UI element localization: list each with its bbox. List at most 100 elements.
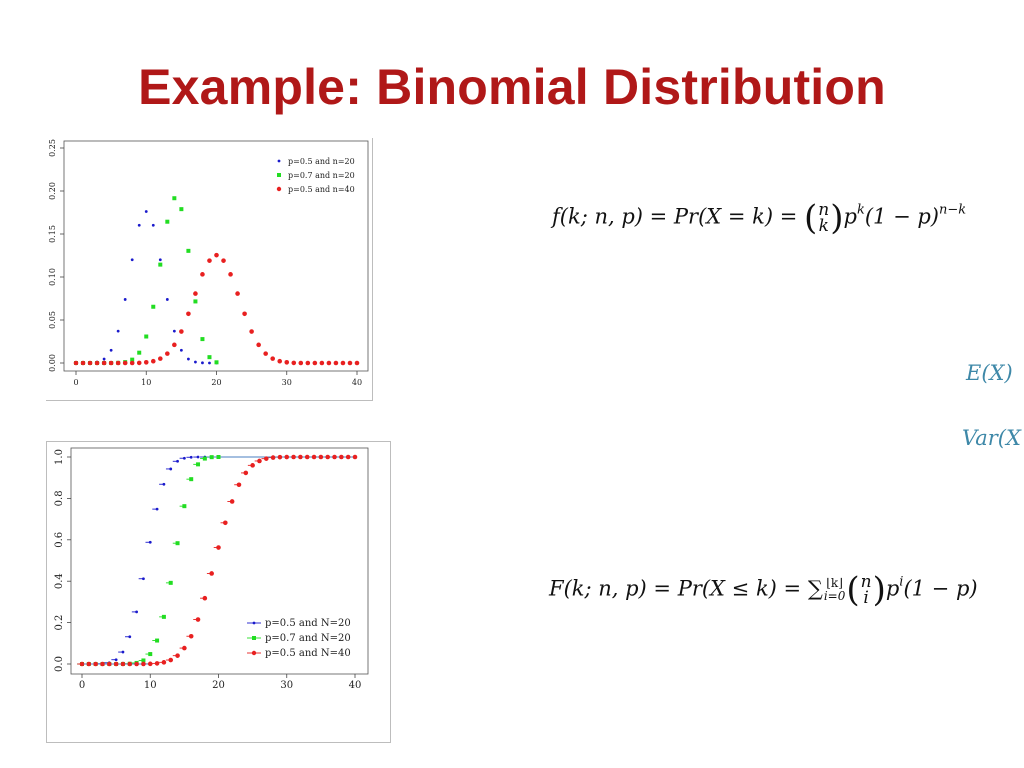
data-point (298, 454, 303, 460)
data-point (158, 258, 162, 262)
data-point (189, 477, 194, 482)
data-point (200, 272, 205, 277)
data-point (182, 456, 186, 460)
pmf-formula-lhs: f(k; n, p) = Pr(X = k) = (552, 204, 805, 229)
data-point (242, 311, 247, 317)
data-point (214, 360, 219, 365)
data-point (168, 580, 173, 585)
y-tick-label: 0.6 (54, 532, 65, 548)
x-tick-label: 40 (349, 680, 362, 691)
data-point (150, 358, 156, 364)
data-point (235, 291, 240, 296)
data-point (298, 360, 304, 366)
cdf-binom-top: n (860, 572, 872, 592)
data-point (102, 357, 106, 361)
data-point (187, 357, 190, 361)
data-point (144, 334, 149, 339)
data-point (94, 360, 100, 366)
data-point (186, 248, 191, 253)
cdf-chart-svg: 0 10 20 30 40 0.0 0.2 0.4 0.6 0.8 1.0 p=0.5 and N=2… (54, 447, 369, 691)
data-point (284, 454, 290, 460)
data-point (122, 360, 128, 366)
data-point (115, 360, 121, 366)
x-tick-label: 0 (79, 680, 85, 691)
y-tick-label: 0.10 (48, 268, 57, 286)
y-tick-label: 0.4 (54, 573, 65, 589)
data-point (107, 661, 112, 667)
data-point (151, 223, 155, 227)
data-point (80, 360, 86, 366)
data-point (200, 337, 205, 342)
data-point (256, 342, 261, 348)
y-tick-label: 0.15 (48, 225, 57, 243)
data-point (148, 652, 153, 657)
data-point (207, 355, 212, 360)
pmf-chart: 0 10 20 30 40 0.00 0.05 0.10 0.15 0.20 0.25 p=0.5 a… (46, 138, 373, 401)
variance-formula: Var(X (962, 426, 1021, 450)
x-tick-label: 30 (280, 680, 293, 691)
cdf-sum-limits: ⌊k⌋ i=0 (824, 577, 846, 603)
data-point (155, 507, 159, 511)
data-point (257, 458, 262, 464)
data-point (263, 456, 269, 461)
pmf-binom-bottom: k (818, 216, 829, 236)
cdf-formula-tail: (1 − p) (903, 576, 978, 601)
legend-label: p=0.5 and N=20 (265, 618, 351, 629)
pmf-formula: f(k; n, p) = Pr(X = k) = (n k)pk(1 − p)n−… (552, 198, 966, 238)
data-point (113, 661, 119, 667)
legend-marker (251, 650, 257, 656)
pmf-formula-tail-exp: n−k (939, 202, 967, 218)
data-point (127, 661, 133, 667)
data-point (151, 304, 156, 309)
data-point (142, 577, 145, 581)
legend-marker (252, 621, 256, 625)
x-tick-label: 20 (211, 378, 221, 387)
legend-label: p=0.5 and n=40 (288, 185, 355, 194)
data-point (182, 504, 187, 509)
y-tick-label: 0.2 (54, 615, 65, 631)
data-point (319, 360, 325, 366)
data-point (179, 207, 184, 212)
data-point (195, 617, 201, 622)
data-point (135, 610, 138, 614)
data-point (193, 299, 198, 304)
data-point (148, 540, 152, 544)
legend-marker (277, 159, 281, 163)
cdf-formula: F(k; n, p) = Pr(X ≤ k) = ∑ ⌊k⌋ i=0(n i)pi(1… (549, 570, 978, 610)
data-point (130, 258, 134, 262)
data-point (333, 360, 339, 366)
y-tick-label: 0.00 (48, 354, 57, 372)
data-point (114, 658, 118, 662)
data-point (165, 219, 170, 224)
data-point (312, 360, 318, 366)
data-point (193, 291, 198, 296)
legend-label: p=0.7 and n=20 (288, 171, 355, 180)
data-point (186, 311, 191, 317)
data-point (270, 356, 275, 361)
data-point (129, 360, 135, 366)
data-point (128, 635, 132, 639)
data-point (73, 360, 79, 366)
data-point (354, 360, 360, 366)
data-point (158, 262, 163, 267)
data-point (168, 657, 174, 663)
data-point (176, 459, 179, 463)
data-point (169, 467, 173, 471)
data-point (121, 650, 125, 654)
paren-close: ) (830, 198, 844, 238)
data-point (304, 454, 310, 460)
data-point (209, 571, 214, 576)
data-point (172, 329, 176, 333)
data-point (263, 351, 268, 356)
data-point (79, 661, 85, 667)
data-point (175, 653, 180, 658)
data-point (136, 360, 142, 366)
legend-label: p=0.7 and N=20 (265, 633, 351, 644)
data-point (221, 258, 226, 263)
data-point (172, 342, 177, 348)
data-point (229, 499, 235, 504)
pmf-binom-top: n (818, 200, 830, 220)
data-point (165, 298, 169, 301)
data-point (144, 210, 148, 213)
